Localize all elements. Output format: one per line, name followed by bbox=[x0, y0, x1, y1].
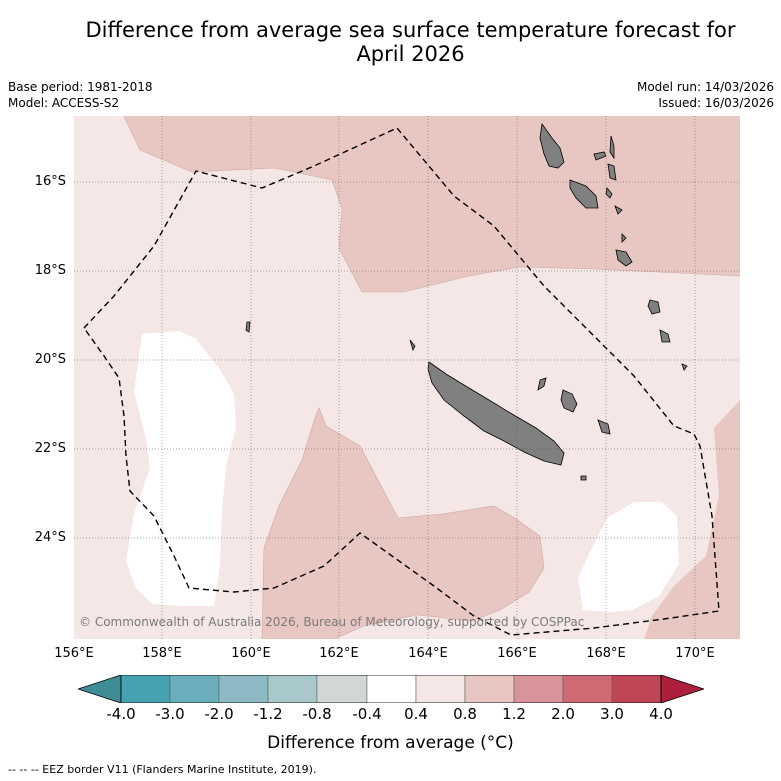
colorbar-bin-5 bbox=[316, 675, 368, 703]
colorbar-bin-7 bbox=[415, 675, 466, 703]
small-island-north bbox=[409, 339, 416, 352]
map-title: Difference from average sea surface temp… bbox=[40, 18, 781, 66]
lon-label-164e: 164°E bbox=[408, 646, 448, 661]
eez-footnote: -- -- -- EEZ border V11 (Flanders Marine… bbox=[8, 763, 317, 776]
colorbar bbox=[78, 675, 704, 703]
colorbar-bin-6 bbox=[366, 675, 417, 703]
title-line-1: Difference from average sea surface temp… bbox=[85, 18, 736, 42]
lat-label-22s: 22°S bbox=[34, 441, 66, 456]
loyalty-island-3 bbox=[597, 419, 611, 435]
colorbar-bin-3 bbox=[218, 675, 269, 703]
vanuatu-small-island-3 bbox=[607, 163, 617, 181]
issued-date: Issued: 16/03/2026 bbox=[658, 96, 774, 110]
warm-zone-east bbox=[644, 400, 740, 639]
loyalty-island-1 bbox=[560, 389, 578, 413]
metadata-right: Model run: 14/03/2026 Issued: 16/03/2026 bbox=[637, 79, 774, 111]
lon-label-168e: 168°E bbox=[586, 646, 626, 661]
lat-label-16s: 16°S bbox=[34, 174, 66, 189]
loyalty-island-2 bbox=[537, 377, 547, 391]
colorbar-tick-label: 0.8 bbox=[453, 705, 477, 723]
lat-label-18s: 18°S bbox=[34, 263, 66, 278]
vanuatu-small-island-2 bbox=[609, 135, 615, 160]
new-caledonia-island bbox=[427, 361, 565, 466]
colorbar-tick-label: 2.0 bbox=[551, 705, 575, 723]
map-panel: © Commonwealth of Australia 2026, Bureau… bbox=[74, 116, 740, 639]
lon-label-158e: 158°E bbox=[142, 646, 182, 661]
colorbar-tick-label: -3.0 bbox=[155, 705, 185, 723]
lon-label-162e: 162°E bbox=[319, 646, 359, 661]
model-name: Model: ACCESS-S2 bbox=[8, 96, 120, 110]
small-island-west bbox=[245, 321, 251, 333]
eez-border bbox=[83, 127, 720, 636]
copyright-notice: © Commonwealth of Australia 2026, Bureau… bbox=[79, 615, 585, 629]
contour-lines bbox=[123, 116, 740, 639]
title-line-2: April 2026 bbox=[356, 42, 465, 66]
colorbar-tick-label: 3.0 bbox=[600, 705, 624, 723]
colorbar-above-arrow bbox=[660, 675, 704, 703]
neutral-zone-west bbox=[126, 331, 236, 606]
colorbar-title: Difference from average (°C) bbox=[267, 733, 514, 753]
vanuatu-small-island-5 bbox=[614, 205, 623, 215]
vanuatu-small-island-7 bbox=[621, 233, 627, 243]
vanuatu-north-island bbox=[539, 122, 565, 169]
lon-label-170e: 170°E bbox=[675, 646, 715, 661]
metadata-left: Base period: 1981-2018 Model: ACCESS-S2 bbox=[8, 79, 153, 111]
vanuatu-small-island-4 bbox=[605, 187, 613, 199]
lat-label-24s: 24°S bbox=[34, 530, 66, 545]
colorbar-below-arrow bbox=[78, 675, 122, 703]
vanuatu-small-island-6 bbox=[615, 249, 633, 267]
colorbar-bin-11 bbox=[611, 675, 662, 703]
map-canvas bbox=[74, 116, 740, 639]
neutral-zone-east bbox=[578, 502, 679, 612]
vanuatu-central-island bbox=[569, 179, 599, 209]
colorbar-bin-10 bbox=[562, 675, 613, 703]
land-masses bbox=[245, 122, 688, 481]
lon-label-160e: 160°E bbox=[231, 646, 271, 661]
lat-label-20s: 20°S bbox=[34, 352, 66, 367]
colorbar-tick-label: -0.8 bbox=[302, 705, 332, 723]
lon-label-156e: 156°E bbox=[54, 646, 94, 661]
colorbar-tick-label: -4.0 bbox=[106, 705, 136, 723]
colorbar-tick-label: -0.4 bbox=[352, 705, 382, 723]
fiji-island-2 bbox=[659, 329, 671, 343]
matthew-island bbox=[580, 475, 587, 481]
model-run: Model run: 14/03/2026 bbox=[636, 80, 774, 94]
colorbar-tick-label: -1.2 bbox=[253, 705, 283, 723]
lon-label-166e: 166°E bbox=[497, 646, 537, 661]
colorbar-tick-label: 1.2 bbox=[502, 705, 526, 723]
colorbar-bin-2 bbox=[169, 675, 220, 703]
fiji-island-3 bbox=[681, 363, 688, 371]
colorbar-bin-1 bbox=[120, 675, 171, 703]
colorbar-tick-label: -2.0 bbox=[204, 705, 234, 723]
colorbar-tick-label: 4.0 bbox=[649, 705, 673, 723]
fiji-island-1 bbox=[647, 299, 661, 315]
colorbar-tick-label: 0.4 bbox=[404, 705, 428, 723]
colorbar-bin-9 bbox=[513, 675, 564, 703]
colorbar-frame bbox=[120, 675, 662, 703]
warm-zone-north bbox=[124, 116, 740, 292]
base-period: Base period: 1981-2018 bbox=[8, 80, 153, 94]
colorbar-bin-8 bbox=[464, 675, 515, 703]
colorbar-bin-4 bbox=[267, 675, 318, 703]
warm-zone-south bbox=[262, 408, 544, 639]
graticule bbox=[74, 116, 740, 639]
